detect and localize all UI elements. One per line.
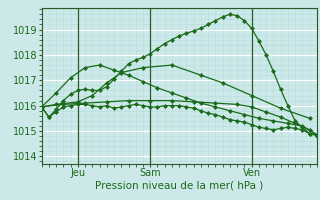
X-axis label: Pression niveau de la mer( hPa ): Pression niveau de la mer( hPa )	[95, 181, 263, 191]
